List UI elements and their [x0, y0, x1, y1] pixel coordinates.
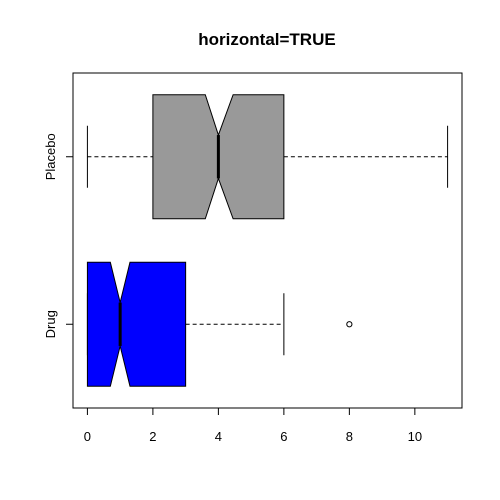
boxes [87, 95, 447, 387]
chart-title: horizontal=TRUE [198, 30, 335, 49]
outlier-point [347, 322, 352, 327]
x-axis: 0 2 4 6 8 10 [84, 408, 422, 444]
y-tick-label-drug: Drug [43, 310, 58, 338]
x-tick-label: 0 [84, 429, 91, 444]
box-body [87, 262, 185, 386]
box-placebo [87, 95, 447, 219]
x-tick-label: 6 [280, 429, 287, 444]
y-axis: Drug Placebo [43, 133, 73, 338]
x-tick-label: 10 [408, 429, 422, 444]
x-tick-label: 2 [149, 429, 156, 444]
x-tick-label: 8 [346, 429, 353, 444]
x-tick-label: 4 [215, 429, 222, 444]
box-drug [87, 262, 352, 386]
y-tick-label-placebo: Placebo [43, 133, 58, 180]
